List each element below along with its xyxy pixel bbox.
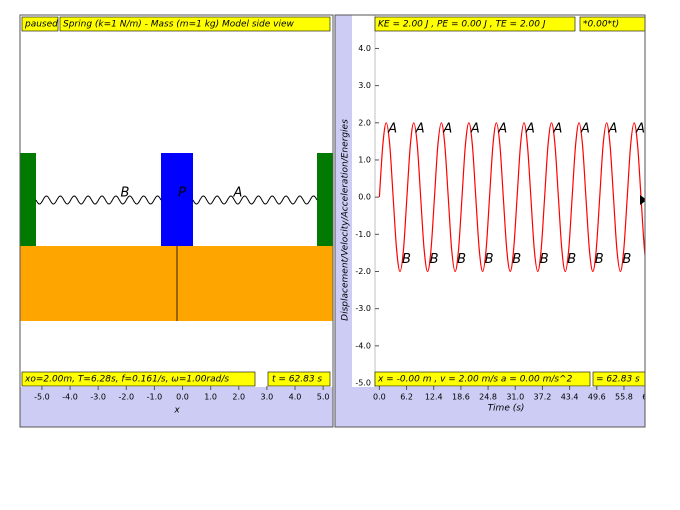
trough-label: B [650,252,659,267]
energies-box [374,16,576,32]
trough-label: B [512,252,521,267]
plot: -5.0 -4.0 -3.0 -2.0 -1.0 0.0 1.0 2.0 3.0 4.0 0.0 6.… [355,44,660,402]
time-box [267,371,331,387]
spring-left [35,195,162,205]
x-tick-label: 1.0 [204,393,217,402]
params-box [21,371,256,387]
y-tick-label: 4.0 [358,44,371,53]
curve [378,122,645,273]
readout: x = -0.00 m , v = 2.00 m/s a = 0.00 m/s^… [377,375,573,385]
spring-left-label: B [121,186,130,201]
graph-panel: -5.0 -4.0 -3.0 -2.0 -1.0 0.0 1.0 2.0 3.0 4.0 0.0 6.… [335,15,660,427]
x-tick-label: -2.0 [118,393,134,402]
plot-area [352,15,645,387]
readout-box [374,371,591,387]
y-tick-label: -2.0 [355,267,371,276]
peak-label: A [387,121,397,136]
x-axis-title: Time (s) [488,404,525,414]
arrow [640,195,645,205]
mass-label: P [178,186,186,201]
peak-label: A [497,121,507,136]
x-tick-label: -5.0 [34,393,50,402]
x-tick-label: 6.2 [400,393,413,402]
trough-label: B [457,252,466,267]
x-tick-label: -1.0 [147,393,163,402]
x-tick-label: 62.0 [642,393,660,402]
title: Spring (k=1 N/m) - Mass (m=1 kg) Model s… [63,20,295,30]
peak-label: A [553,121,563,136]
y-tick-label: 3.0 [358,81,371,90]
x-tick-label: 4.0 [289,393,302,402]
panel-border [19,14,334,428]
title-box [59,16,331,32]
trough-label: B [540,252,549,267]
peak-label: A [608,121,618,136]
y-tick-label: 1.0 [358,155,371,164]
x-tick-label: 5.0 [317,393,330,402]
peak-label: A [635,121,645,136]
x-tick-label: -4.0 [62,393,78,402]
x-tick-label: 49.6 [588,393,606,402]
x-tick-label: -3.0 [90,393,106,402]
x-tick-label: 12.4 [425,393,443,402]
status: paused [24,20,58,30]
panel-border [334,14,646,428]
formula: *0.00*t) [583,20,619,30]
right-wall [317,153,333,246]
x-tick-label: 31.0 [506,393,524,402]
trough-label: B [567,252,576,267]
trough-label: B [485,252,494,267]
trough-label: B [402,252,411,267]
status-box[interactable] [21,16,59,32]
trough-label: B [622,252,631,267]
peak-label: A [580,121,590,136]
x-tick-label: 43.4 [561,393,579,402]
spring-right-label: A [233,186,243,201]
time: = 62.83 s [596,375,640,385]
spring-right [192,195,318,205]
x-tick-label: 3.0 [261,393,274,402]
params: xo=2.00m, T=6.28s, f=0.161/s, ω=1.00rad/… [24,375,229,385]
trough-label: B [430,252,439,267]
side-view-panel: B P A paused Spring (k=1 N/m) - Mass (m=… [20,15,333,427]
trough-label: B [595,252,604,267]
y-axis-title: Displacement/Velocity/Acceleration/Energ… [341,119,351,321]
y-tick-label: -4.0 [355,341,371,350]
y-tick-label: -3.0 [355,304,371,313]
energies: KE = 2.00 J , PE = 0.00 J , TE = 2.00 J [378,20,546,30]
mass [161,153,193,246]
x-tick-label: 18.6 [452,393,470,402]
peak-label: A [415,121,425,136]
y-tick-label: -5.0 [355,379,371,388]
x-tick-label: 55.8 [615,393,633,402]
x-tick-label: 0.0 [176,393,189,402]
y-tick-label: 0.0 [358,193,371,202]
y-tick-label: 2.0 [358,118,371,127]
time-box [592,371,645,387]
y-tick-label: -1.0 [355,230,371,239]
time: t = 62.83 s [272,375,322,385]
x-tick-label: 24.8 [479,393,497,402]
peak-label: A [442,121,452,136]
formula-box [579,16,645,32]
x-tick-label: 2.0 [232,393,245,402]
left-wall [20,153,36,246]
x-axis-label: x [173,406,180,416]
x-tick-label: 37.2 [534,393,552,402]
floor [20,246,333,321]
peak-label: A [525,121,535,136]
peak-label: A [470,121,480,136]
x-tick-label: 0.0 [373,393,386,402]
